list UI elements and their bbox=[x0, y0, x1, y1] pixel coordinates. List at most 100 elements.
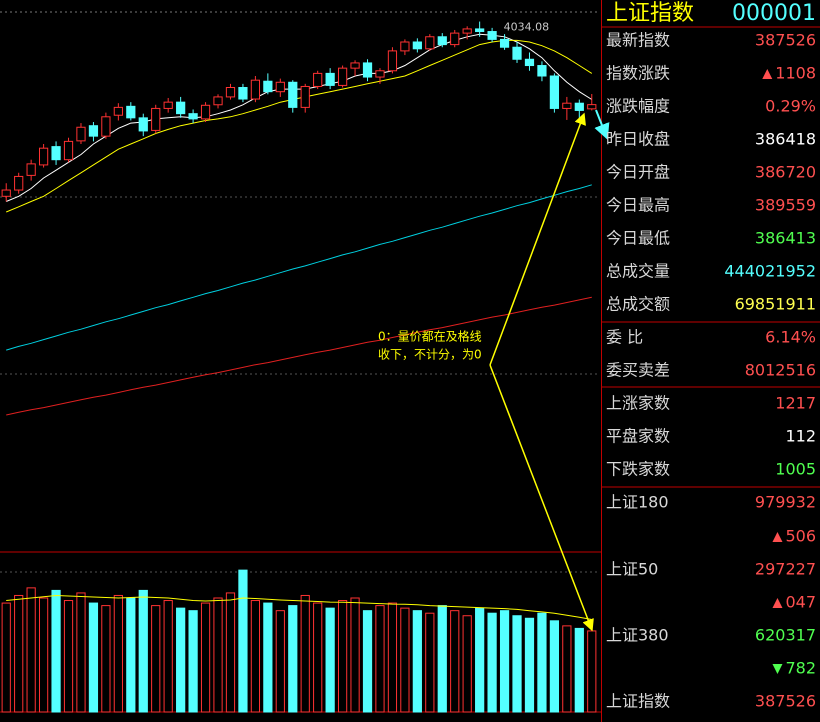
candle-body bbox=[126, 105, 136, 119]
row-label: 今日最低 bbox=[606, 229, 670, 248]
annotation-text: 收下，不计分，为0 bbox=[378, 348, 482, 362]
volume-bar bbox=[14, 594, 24, 713]
candle-body bbox=[200, 104, 211, 120]
candle-body bbox=[300, 85, 310, 108]
volume-bar bbox=[250, 600, 261, 713]
row-label: 指数涨跌 bbox=[606, 64, 670, 83]
row-value: 69851911 bbox=[735, 295, 816, 314]
volume-bar bbox=[562, 625, 572, 713]
row-label: 上涨家数 bbox=[606, 394, 670, 413]
candle-body bbox=[425, 36, 435, 50]
candle-body bbox=[63, 140, 74, 161]
volume-bar bbox=[38, 597, 49, 713]
row-value: 444021952 bbox=[724, 262, 816, 281]
volume-bar bbox=[76, 592, 86, 713]
peak-label: 4034.08 bbox=[504, 21, 550, 34]
volume-bar bbox=[51, 589, 61, 713]
candle-body bbox=[562, 102, 572, 109]
volume-bar bbox=[587, 630, 597, 713]
change-arrow bbox=[772, 598, 783, 608]
candle-body bbox=[163, 101, 173, 109]
volume-bar bbox=[475, 607, 485, 713]
row-value: 1108 bbox=[775, 64, 816, 83]
candle-body bbox=[375, 70, 385, 78]
volume-bar bbox=[512, 615, 522, 713]
volume-bar bbox=[362, 610, 373, 713]
ma-line bbox=[6, 184, 592, 351]
volume-bar bbox=[375, 605, 385, 713]
candle-body bbox=[263, 80, 273, 93]
candle-body bbox=[499, 38, 510, 48]
ma-line bbox=[6, 39, 593, 213]
volume-bar bbox=[151, 605, 161, 713]
volume-bar bbox=[176, 607, 186, 713]
row-value: 506 bbox=[785, 527, 816, 546]
row-value: 389559 bbox=[755, 196, 816, 215]
row-value: 112 bbox=[785, 427, 816, 446]
candle-body bbox=[387, 50, 398, 72]
row-value: 297227 bbox=[755, 560, 816, 579]
candle-body bbox=[38, 147, 49, 166]
candle-body bbox=[138, 117, 148, 132]
row-value: 1217 bbox=[775, 394, 816, 413]
candle-body bbox=[512, 46, 522, 60]
change-arrow bbox=[762, 69, 773, 79]
candle-body bbox=[313, 72, 323, 87]
annotation: 0：量价都在及格线 收下，不计分，为0 bbox=[378, 109, 610, 632]
candle-body bbox=[462, 28, 472, 34]
volume-bar bbox=[188, 610, 198, 713]
volume-bar bbox=[1, 602, 11, 713]
volume-bar bbox=[225, 592, 236, 713]
volume-bar bbox=[487, 612, 497, 713]
volume-bar bbox=[113, 594, 123, 713]
volume-bar bbox=[574, 627, 584, 713]
row-label: 涨跌幅度 bbox=[606, 97, 670, 116]
row-label: 上证380 bbox=[606, 626, 669, 645]
candle-body bbox=[26, 163, 36, 176]
candle-body bbox=[238, 87, 248, 100]
candle-body bbox=[225, 87, 236, 98]
candle-body bbox=[1, 189, 11, 197]
candle-body bbox=[362, 62, 373, 78]
row-value: 0.29% bbox=[765, 97, 816, 116]
candle-body bbox=[188, 113, 198, 120]
row-value: 047 bbox=[785, 593, 816, 612]
row-label: 委买卖差 bbox=[606, 361, 670, 380]
volume-bar bbox=[549, 620, 560, 713]
candle-body bbox=[14, 175, 24, 191]
volume-bar bbox=[437, 605, 447, 713]
candle-body bbox=[151, 107, 161, 131]
candle-body bbox=[537, 65, 547, 77]
candle-body bbox=[51, 146, 61, 161]
candle-body bbox=[337, 67, 348, 86]
candle-body bbox=[76, 126, 86, 142]
candle-body bbox=[101, 116, 111, 137]
candle-body bbox=[450, 32, 460, 46]
row-label: 最新指数 bbox=[606, 31, 670, 50]
candle-body bbox=[437, 36, 447, 46]
volume-bar bbox=[101, 605, 111, 713]
row-label: 上证指数 bbox=[606, 692, 670, 711]
volume-bar bbox=[275, 610, 285, 713]
volume-bar bbox=[63, 600, 74, 713]
candle-body bbox=[113, 106, 123, 116]
annotation-text: 0：量价都在及格线 bbox=[378, 329, 482, 344]
volume-bar bbox=[462, 615, 472, 713]
row-label: 昨日收盘 bbox=[606, 130, 670, 149]
volume-bar bbox=[126, 597, 136, 713]
row-value: 620317 bbox=[755, 626, 816, 645]
row-value: 6.14% bbox=[765, 328, 816, 347]
row-value: 782 bbox=[785, 659, 816, 678]
panel-code: 000001 bbox=[732, 1, 816, 26]
volume-bar bbox=[300, 594, 310, 713]
chart-area: 4034.08 bbox=[0, 11, 601, 713]
annotation-arrow bbox=[489, 364, 594, 632]
candle-body bbox=[549, 75, 560, 109]
volume-bar bbox=[350, 597, 360, 713]
candle-body bbox=[176, 101, 186, 115]
row-value: 979932 bbox=[755, 493, 816, 512]
row-value: 8012516 bbox=[745, 361, 816, 380]
volume-bar bbox=[450, 610, 460, 713]
volume-bar bbox=[537, 612, 547, 713]
